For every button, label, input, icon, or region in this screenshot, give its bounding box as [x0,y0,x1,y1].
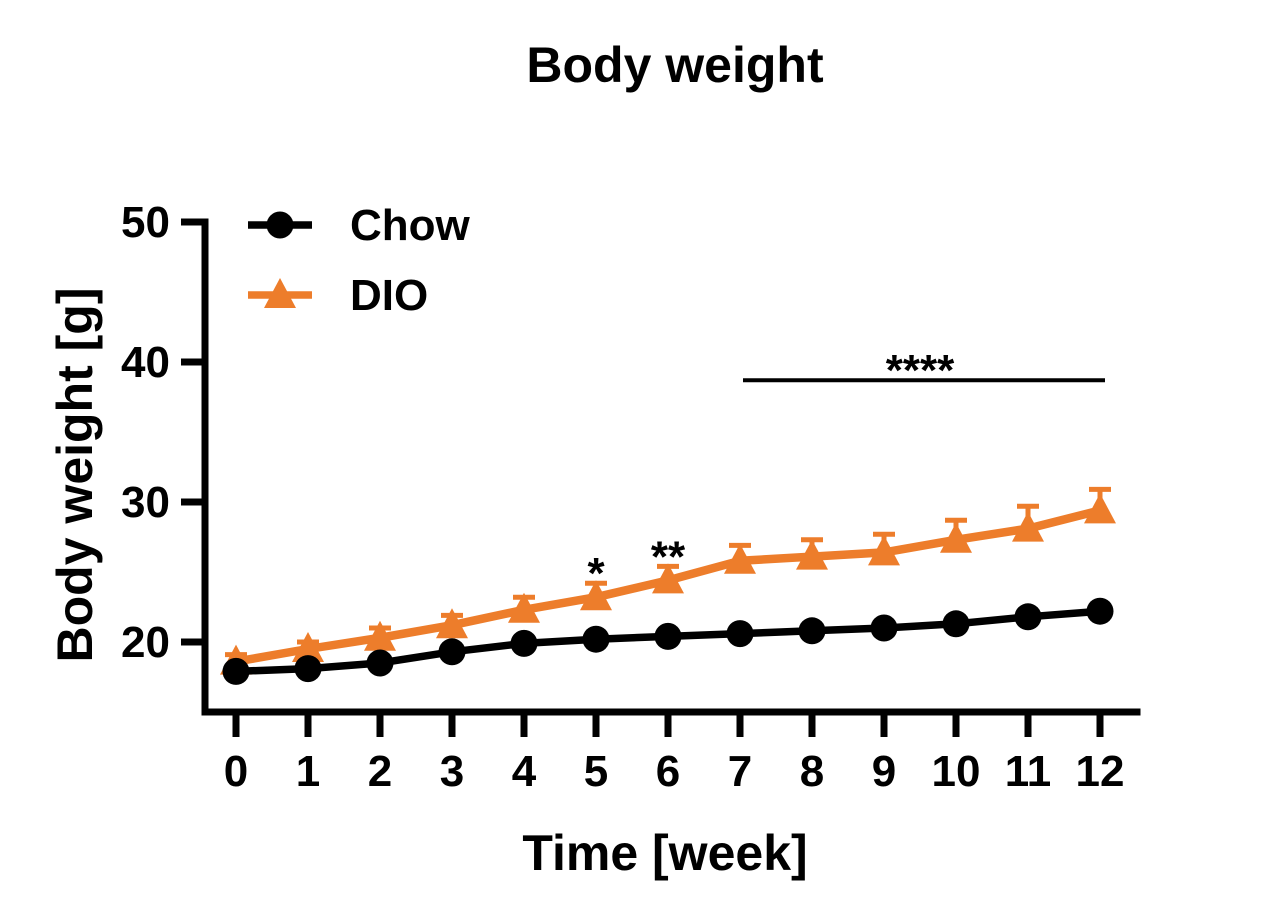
x-tick-label: 1 [296,747,320,796]
data-point-chow [942,610,970,638]
significance-label: **** [886,346,955,395]
y-tick-label: 30 [121,478,170,527]
x-tick-label: 11 [1005,747,1052,796]
data-point-chow [366,649,394,677]
data-point-dio [436,608,468,639]
data-point-chow [582,625,610,653]
data-point-dio [292,632,324,662]
legend-marker-dio [264,278,296,308]
x-tick-label: 5 [584,747,608,796]
data-point-chow [294,655,322,683]
x-tick-label: 6 [656,747,680,796]
data-point-dio [940,522,972,553]
data-point-chow [510,629,538,657]
data-point-dio [1012,511,1044,542]
data-point-chow [870,614,898,642]
data-point-chow [1014,603,1042,631]
axes-frame [201,218,1141,716]
series-dio [220,486,1116,675]
x-tick-label: 8 [800,747,824,796]
legend-marker-chow [266,211,294,239]
x-tick-label: 7 [728,747,752,796]
data-point-chow [1086,597,1114,625]
legend-label-dio: DIO [350,271,428,320]
legend-label-chow: Chow [350,201,471,250]
x-tick-label: 4 [512,747,537,796]
chart-title: Body weight [526,37,824,93]
data-point-dio [1084,493,1116,524]
x-tick-label: 12 [1076,747,1125,796]
y-tick-label: 20 [121,618,170,667]
data-point-dio [364,620,396,651]
data-point-dio [652,563,684,594]
data-point-dio [724,543,756,574]
data-point-dio [580,580,612,611]
x-tick-label: 9 [872,747,896,796]
legend: Chow DIO [350,201,471,320]
x-tick-label: 0 [224,747,248,796]
data-point-dio [796,539,828,570]
x-tick-label: 2 [368,747,392,796]
data-point-chow [438,638,466,666]
x-tick-label: 10 [932,747,981,796]
y-tick-label: 40 [121,338,170,387]
legend-glyphs [248,211,312,308]
data-point-chow [222,657,250,685]
data-point-dio [508,592,540,623]
x-tick-label: 3 [440,747,464,796]
significance-label: * [587,549,605,598]
data-point-chow [654,622,682,650]
y-tick-label: 50 [121,198,170,247]
y-axis-title: Body weight [g] [47,288,103,663]
data-point-chow [726,620,754,648]
data-point-chow [798,617,826,645]
series-chow [222,597,1114,685]
x-axis-title: Time [week] [522,825,807,881]
data-point-dio [868,535,900,566]
